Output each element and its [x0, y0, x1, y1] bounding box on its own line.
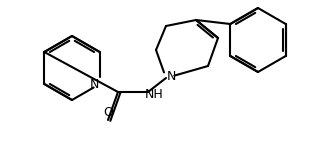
Text: O: O [103, 106, 113, 120]
Text: N: N [166, 69, 176, 82]
Text: NH: NH [145, 87, 164, 100]
Text: N: N [90, 78, 99, 90]
